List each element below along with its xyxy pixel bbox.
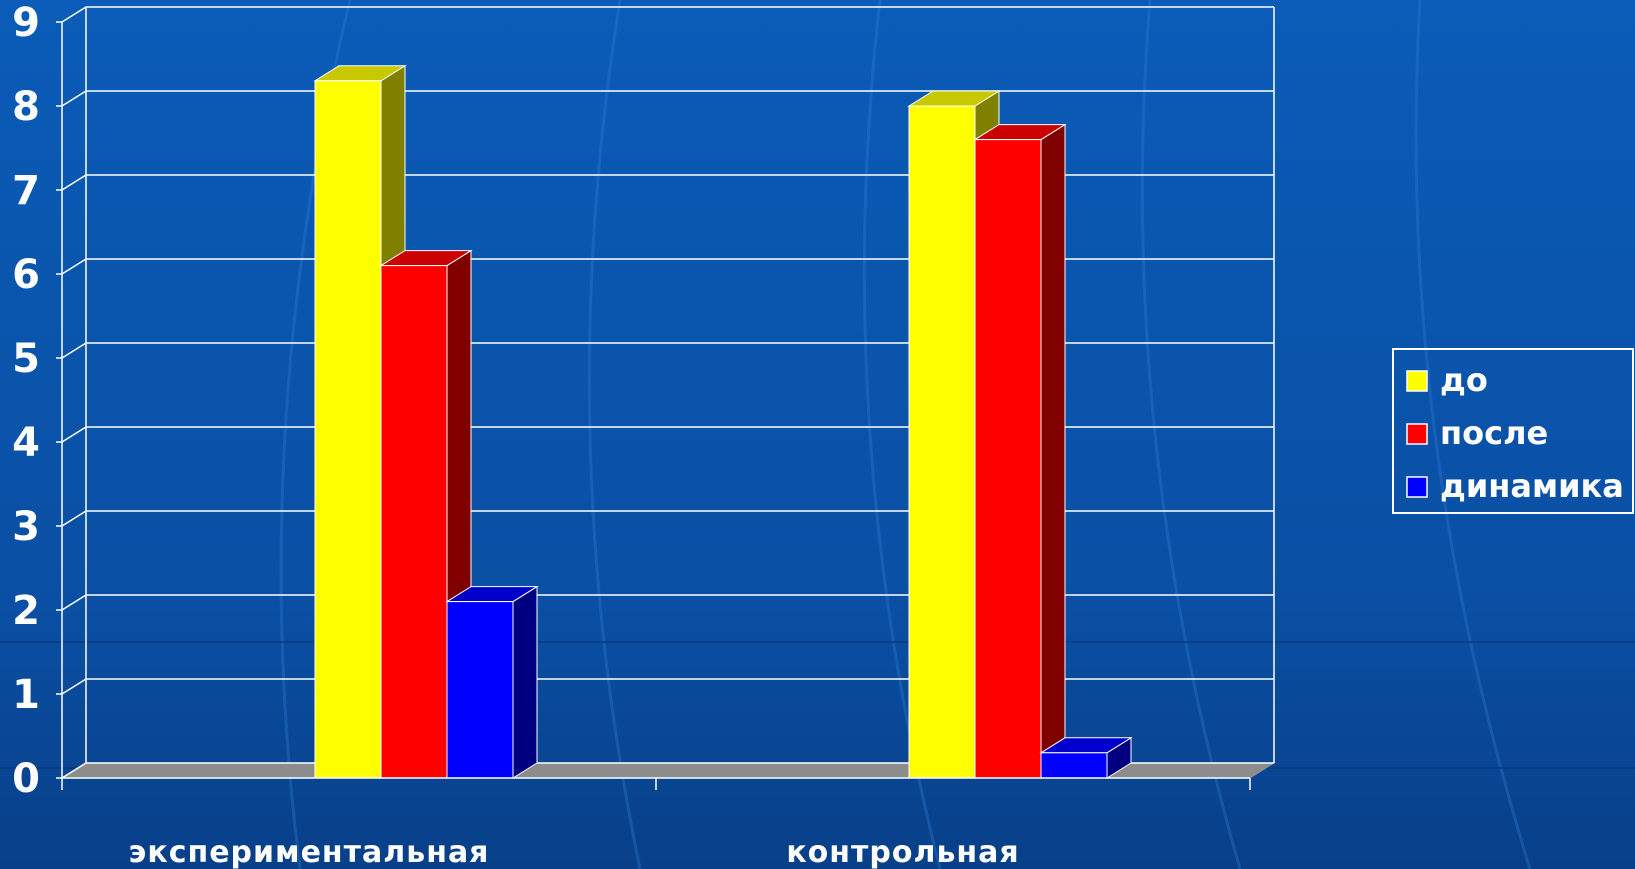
y-axis: 0 1 2 3 4 5 6 7 8 9 [12, 0, 62, 802]
gridline-side [61, 510, 87, 527]
gridline-side [61, 174, 87, 191]
y-tick-label: 4 [12, 420, 40, 466]
y-tick-label: 0 [12, 756, 40, 802]
bar-front [314, 80, 382, 779]
legend-swatch [1406, 423, 1428, 445]
decor-line [587, 0, 642, 869]
gridline-side [61, 342, 87, 359]
gridline-side [61, 90, 87, 107]
legend-label: динамика [1440, 467, 1624, 505]
bars [313, 64, 1133, 779]
bar-side [512, 585, 538, 779]
bar-front [446, 601, 514, 779]
bar-front [380, 265, 448, 779]
legend: до после динамика [1392, 348, 1634, 514]
x-axis: экспериментальная контрольная [61, 777, 1251, 869]
bar-front [974, 139, 1042, 779]
bar-control-1 [973, 123, 1067, 779]
legend-swatch [1406, 476, 1428, 498]
gridline-side [61, 678, 87, 695]
x-category-label: экспериментальная [129, 835, 490, 869]
gridline-side [61, 258, 87, 275]
legend-label: до [1440, 361, 1488, 399]
y-tick-label: 5 [12, 336, 40, 382]
bar-control-2 [1039, 736, 1133, 779]
decor-line [1140, 0, 1242, 869]
y-tick-label: 9 [12, 0, 40, 46]
gridline-side [61, 6, 87, 23]
bar-experimental-0 [313, 64, 407, 779]
x-category-label: контрольная [786, 835, 1019, 869]
bar-front [908, 105, 976, 779]
gridline-side [61, 426, 87, 443]
bar-side [1040, 123, 1066, 779]
legend-box [1392, 348, 1634, 514]
y-tick-label: 7 [12, 168, 40, 214]
y-tick-label: 8 [12, 84, 40, 130]
gridline-side [61, 762, 87, 779]
y-tick-label: 1 [12, 672, 40, 718]
decor-line [1414, 0, 1532, 869]
y-tick-label: 2 [12, 588, 40, 634]
gridline-side [61, 594, 87, 611]
legend-swatch [1406, 370, 1428, 392]
legend-label: после [1440, 414, 1548, 452]
bar-experimental-2 [445, 585, 539, 779]
y-tick-label: 6 [12, 252, 40, 298]
y-tick-label: 3 [12, 504, 40, 550]
bar-front [1040, 752, 1108, 779]
